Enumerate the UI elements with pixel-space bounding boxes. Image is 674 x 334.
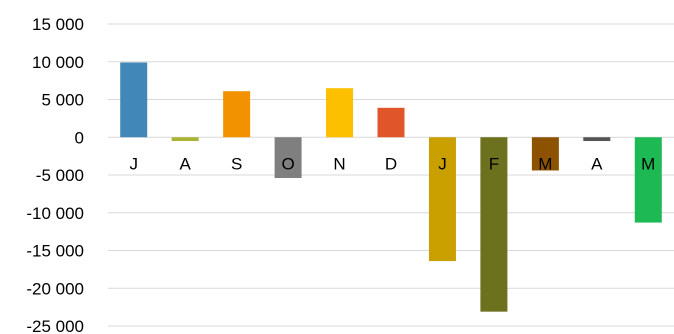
bar-9 bbox=[531, 137, 559, 171]
bar-2 bbox=[171, 137, 199, 142]
y-tick-label: -5 000 bbox=[36, 166, 84, 185]
bar-4 bbox=[274, 137, 302, 179]
y-tick-label: 0 bbox=[75, 128, 84, 147]
x-category-label: D bbox=[385, 154, 397, 173]
x-category-label: A bbox=[591, 154, 603, 173]
y-tick-label: 5 000 bbox=[41, 91, 84, 110]
gridlines bbox=[108, 23, 674, 327]
x-category-label: S bbox=[231, 154, 242, 173]
x-category-label: M bbox=[538, 154, 552, 173]
bars bbox=[120, 62, 662, 312]
x-category-label: N bbox=[333, 154, 345, 173]
x-category-label: O bbox=[281, 154, 294, 173]
x-category-label: J bbox=[438, 154, 447, 173]
bar-1 bbox=[120, 62, 148, 138]
x-category-label: J bbox=[129, 154, 138, 173]
x-category-label: F bbox=[489, 154, 499, 173]
x-category-label: M bbox=[641, 154, 655, 173]
y-tick-label: -15 000 bbox=[26, 242, 84, 261]
y-tick-label: 10 000 bbox=[32, 53, 84, 72]
bar-10 bbox=[583, 137, 611, 142]
y-tick-label: -10 000 bbox=[26, 204, 84, 223]
y-axis-ticks: 15 000 10 000 5 000 0 -5 000 -10 000 -15 000 -2… bbox=[26, 15, 84, 334]
y-tick-label: 15 000 bbox=[32, 15, 84, 34]
bar-11 bbox=[634, 137, 662, 223]
bar-8 bbox=[480, 137, 508, 312]
y-tick-label: -25 000 bbox=[26, 317, 84, 334]
bar-3 bbox=[223, 91, 251, 138]
x-category-label: A bbox=[180, 154, 192, 173]
bar-6 bbox=[377, 107, 405, 138]
bar-5 bbox=[326, 88, 354, 138]
bar-7 bbox=[428, 137, 456, 262]
y-tick-label: -20 000 bbox=[26, 279, 84, 298]
